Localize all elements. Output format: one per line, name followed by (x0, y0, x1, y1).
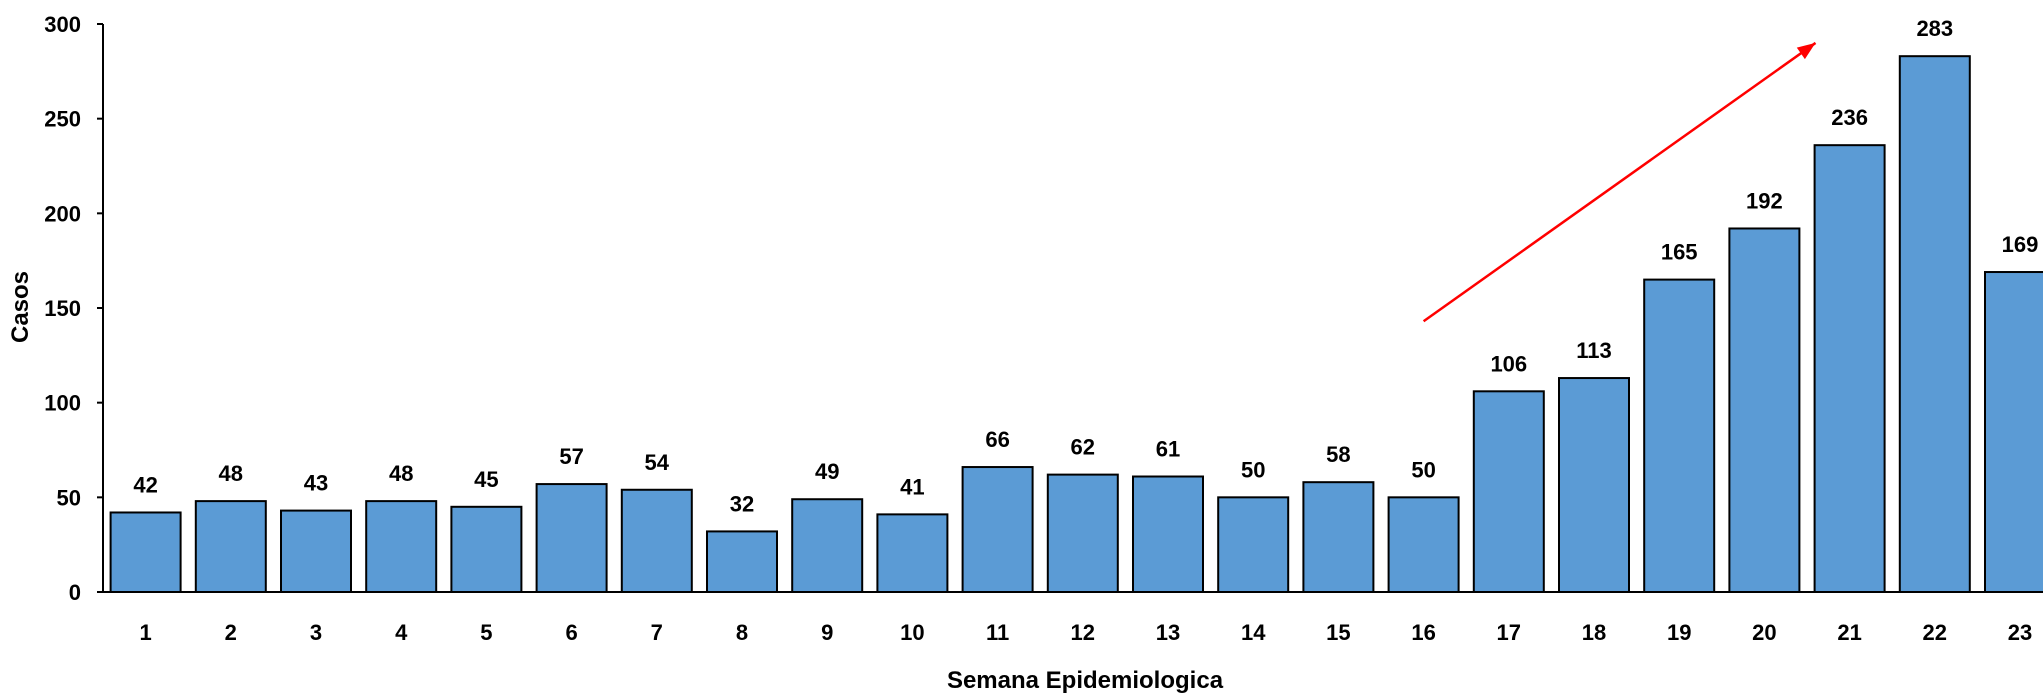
y-tick-label: 50 (57, 485, 81, 510)
x-tick-label: 17 (1497, 620, 1521, 645)
data-label: 48 (389, 461, 413, 486)
y-tick-label: 0 (69, 580, 81, 605)
data-label: 42 (133, 472, 157, 497)
y-tick-label: 150 (44, 296, 81, 321)
data-label: 283 (1916, 16, 1953, 41)
data-label: 192 (1746, 188, 1783, 213)
x-tick-label: 5 (480, 620, 492, 645)
bar (1643, 278, 1716, 593)
trend-arrow-line (1422, 41, 1817, 323)
x-tick-label: 14 (1241, 620, 1266, 645)
x-tick-label: 16 (1411, 620, 1435, 645)
bar (1302, 481, 1375, 594)
bar (535, 483, 608, 593)
y-tick-label: 100 (44, 391, 81, 416)
x-axis-title: Semana Epidemiologica (947, 667, 1224, 694)
data-label: 165 (1661, 240, 1698, 265)
x-tick-label: 3 (310, 620, 322, 645)
bar (620, 488, 693, 594)
trend-arrow-head (1796, 42, 1816, 60)
x-tick-label: 1 (139, 620, 151, 645)
data-label: 45 (474, 467, 498, 492)
bar (1387, 496, 1460, 594)
x-tick-label: 19 (1667, 620, 1691, 645)
bar (1472, 390, 1545, 593)
bars (109, 55, 2043, 594)
bar (876, 513, 949, 594)
data-label: 106 (1490, 351, 1527, 376)
x-tick-label: 9 (821, 620, 833, 645)
x-tick-label: 12 (1071, 620, 1095, 645)
data-label: 61 (1156, 437, 1180, 462)
bar (1217, 496, 1290, 594)
x-tick-label: 15 (1326, 620, 1350, 645)
x-tick-label: 20 (1752, 620, 1776, 645)
data-label: 41 (900, 474, 924, 499)
y-tick-label: 250 (44, 107, 81, 132)
bar (365, 500, 438, 593)
bar (194, 500, 267, 593)
data-label: 49 (815, 459, 839, 484)
y-tick-label: 200 (44, 201, 81, 226)
bar (1046, 473, 1119, 594)
data-label: 54 (645, 450, 670, 475)
x-tick-label: 2 (225, 620, 237, 645)
x-tick-label: 10 (900, 620, 924, 645)
data-label: 50 (1411, 457, 1435, 482)
x-tick-label: 18 (1582, 620, 1606, 645)
data-label: 43 (304, 471, 328, 496)
x-tick-label: 11 (986, 620, 1009, 645)
y-axis: 0 50 100 150 200 250 300 (44, 12, 104, 605)
x-tick-label: 7 (651, 620, 663, 645)
bar (961, 466, 1034, 594)
x-axis: 1 2 3 4 5 6 7 8 9 10 11 12 13 14 15 16 17 18 19 20 21 22 23 (103, 591, 2043, 645)
data-label: 58 (1326, 442, 1350, 467)
data-label: 66 (985, 427, 1009, 452)
bar (109, 511, 182, 593)
x-tick-label: 8 (736, 620, 748, 645)
data-label: 62 (1071, 435, 1095, 460)
bar (1728, 227, 1801, 593)
x-tick-label: 13 (1156, 620, 1180, 645)
bar (1984, 271, 2043, 593)
y-axis-title: Casos (7, 271, 34, 343)
data-label: 50 (1241, 457, 1265, 482)
data-label: 236 (1831, 105, 1868, 130)
data-label: 57 (559, 444, 583, 469)
x-tick-label: 22 (1923, 620, 1947, 645)
data-label: 169 (2002, 232, 2039, 257)
bar (280, 509, 352, 593)
bar (450, 505, 523, 593)
x-tick-label: 23 (2008, 620, 2032, 645)
data-label: 32 (730, 491, 754, 516)
bar (791, 498, 864, 593)
x-tick-label: 4 (395, 620, 408, 645)
bar (1558, 377, 1630, 594)
bar (1132, 475, 1204, 593)
data-label: 113 (1576, 338, 1612, 363)
bar (1813, 144, 1886, 593)
data-label: 48 (219, 461, 243, 486)
bar (706, 530, 778, 593)
y-tick-label: 300 (44, 12, 81, 37)
data-labels: 42 48 43 48 45 57 54 32 49 41 66 62 61 50 58 50 106 113 16… (133, 16, 2038, 516)
x-tick-label: 6 (565, 620, 577, 645)
annotations (1422, 41, 1817, 323)
bar (1898, 55, 1971, 594)
x-tick-label: 21 (1837, 620, 1861, 645)
